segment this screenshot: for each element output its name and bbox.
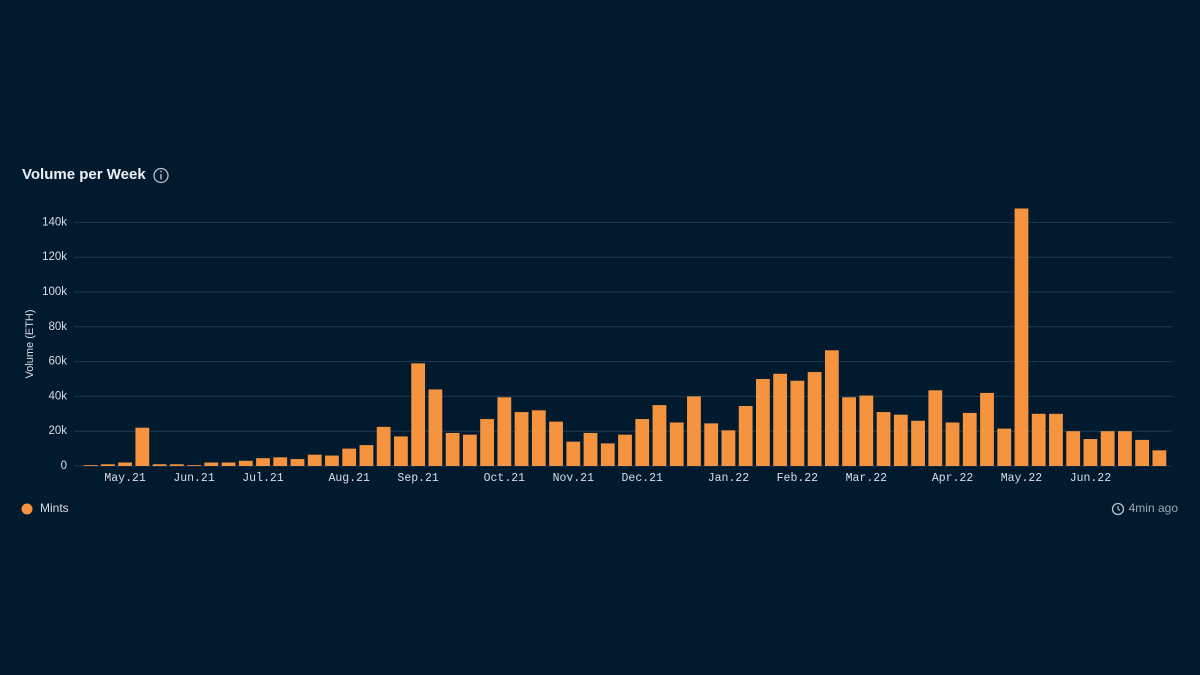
- bar: [1118, 431, 1132, 466]
- bar: [1100, 431, 1115, 466]
- bar: [893, 414, 908, 466]
- bar: [152, 464, 167, 466]
- bar: [83, 465, 98, 466]
- bar: [1152, 450, 1167, 466]
- bar: [635, 419, 650, 466]
- bar: [307, 454, 322, 466]
- clock-hands: [1117, 506, 1121, 511]
- bar: [945, 422, 960, 466]
- y-axis-label: Volume (ETH): [24, 309, 36, 378]
- bar: [273, 457, 288, 466]
- x-tick-label: Nov.21: [553, 472, 595, 485]
- clock-icon: [1111, 502, 1125, 516]
- bar: [876, 412, 891, 466]
- bar: [859, 395, 874, 466]
- x-tick-label: May.22: [1001, 472, 1043, 485]
- bar: [1066, 431, 1081, 466]
- bar: [118, 462, 132, 466]
- bar: [376, 426, 391, 466]
- bar: [394, 436, 408, 466]
- bar: [290, 459, 305, 466]
- bar: [221, 462, 236, 466]
- y-tick-label: 20k: [48, 425, 67, 437]
- bar: [773, 373, 788, 466]
- bar: [721, 430, 736, 466]
- chart-title: Volume per Week: [22, 166, 146, 183]
- bar: [1083, 439, 1098, 466]
- x-tick-label: Dec.21: [622, 472, 664, 485]
- x-tick-label: Jul.21: [242, 472, 284, 485]
- bar: [169, 464, 184, 466]
- x-tick-label: Apr.22: [932, 472, 974, 485]
- bar: [411, 363, 426, 466]
- y-tick-label: 120k: [42, 251, 67, 263]
- legend-swatch: [21, 503, 33, 515]
- clock-circle: [1111, 502, 1125, 516]
- x-tick-label: Mar.22: [846, 472, 888, 485]
- bar: [514, 412, 529, 466]
- info-icon[interactable]: [153, 167, 169, 184]
- bar: [738, 405, 753, 466]
- bar: [480, 419, 494, 466]
- bar: [342, 448, 357, 466]
- x-tick-label: Oct.21: [484, 472, 526, 485]
- bar: [497, 397, 512, 466]
- bar: [842, 397, 856, 466]
- bar: [187, 465, 201, 466]
- bar: [790, 380, 805, 466]
- bar: [1014, 208, 1029, 467]
- bar: [928, 390, 943, 466]
- y-tick-label: 0: [61, 460, 67, 472]
- y-tick-label: 80k: [48, 321, 67, 333]
- bar: [687, 396, 701, 466]
- bar: [824, 350, 839, 466]
- bar: [962, 412, 977, 466]
- bar: [445, 432, 460, 466]
- bar: [911, 420, 925, 466]
- bar: [618, 434, 632, 466]
- bar: [1135, 439, 1150, 466]
- y-tick-label: 60k: [48, 356, 67, 368]
- bar: [583, 432, 598, 466]
- bar: [531, 410, 546, 466]
- x-tick-label: Aug.21: [328, 472, 370, 485]
- y-tick-label: 40k: [48, 390, 67, 402]
- x-tick-label: Feb.22: [777, 472, 819, 485]
- bar: [1031, 413, 1046, 466]
- bar: [756, 379, 770, 466]
- x-tick-label: Jun.21: [173, 472, 215, 485]
- y-tick-label: 100k: [42, 286, 67, 298]
- bar: [549, 421, 563, 466]
- bar: [980, 392, 994, 466]
- bar: [135, 427, 150, 466]
- bar: [704, 423, 719, 466]
- bar: [428, 389, 443, 466]
- updated-time: 4min ago: [1129, 501, 1179, 515]
- bar: [204, 462, 219, 466]
- bar: [566, 441, 581, 466]
- legend-label[interactable]: Mints: [40, 501, 69, 515]
- x-tick-label: Jan.22: [708, 472, 750, 485]
- y-tick-label: 140k: [42, 216, 67, 228]
- bar: [997, 428, 1012, 466]
- bar: [652, 405, 667, 466]
- x-tick-label: Sep.21: [397, 472, 439, 485]
- bar: [600, 443, 615, 466]
- x-tick-label: May.21: [104, 472, 146, 485]
- bar: [325, 455, 339, 466]
- bar: [807, 372, 822, 466]
- x-tick-label: Jun.22: [1070, 472, 1112, 485]
- bar: [359, 445, 374, 466]
- bar: [669, 422, 684, 466]
- bar: [238, 460, 253, 466]
- bar: [1049, 413, 1063, 466]
- bar: [256, 458, 270, 466]
- bar: [462, 434, 477, 466]
- info-circle: [153, 167, 169, 184]
- bar: [100, 464, 115, 466]
- info-dot: [160, 170, 162, 173]
